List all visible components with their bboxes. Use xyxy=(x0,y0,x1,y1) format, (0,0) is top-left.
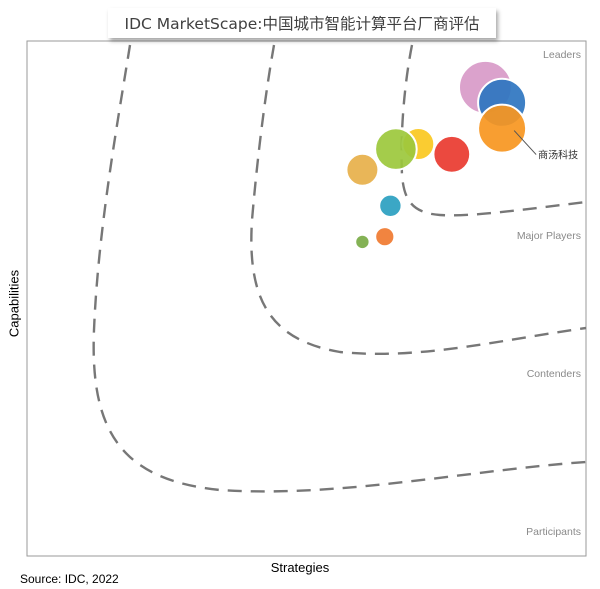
source-note: Source: IDC, 2022 xyxy=(20,572,119,586)
segment-label-participants: Participants xyxy=(526,526,581,538)
segment-labels: Leaders Major Players Contenders Participan… xyxy=(517,49,581,538)
vendor-bubble-3 xyxy=(432,134,472,174)
vendor-bubbles xyxy=(345,59,528,251)
vendor-bubble-7 xyxy=(345,152,380,187)
vendor-bubble-6 xyxy=(374,127,418,171)
segment-boundaries xyxy=(92,44,587,493)
chart-title-box: IDC MarketScape:中国城市智能计算平台厂商评估 xyxy=(108,8,496,38)
vendor-bubble-8 xyxy=(378,193,403,219)
segment-label-contenders: Contenders xyxy=(527,368,581,380)
vendor-bubble-9 xyxy=(374,226,396,248)
vendor-bubble-4 xyxy=(477,103,528,154)
chart-title: IDC MarketScape:中国城市智能计算平台厂商评估 xyxy=(124,15,480,33)
vendor-bubble-10 xyxy=(354,233,371,251)
segment-label-leaders: Leaders xyxy=(543,49,581,61)
annotation-label: 商汤科技 xyxy=(538,149,578,162)
annotations: 商汤科技 xyxy=(513,130,578,162)
boundary-major-players xyxy=(250,44,587,355)
y-axis-label: Capabilities xyxy=(6,269,22,338)
segment-label-major-players: Major Players xyxy=(517,230,581,242)
x-axis-label: Strategies xyxy=(270,560,330,575)
annotation-leader-line xyxy=(513,130,537,155)
boundary-leaders xyxy=(400,44,587,217)
boundary-contenders xyxy=(92,44,587,493)
